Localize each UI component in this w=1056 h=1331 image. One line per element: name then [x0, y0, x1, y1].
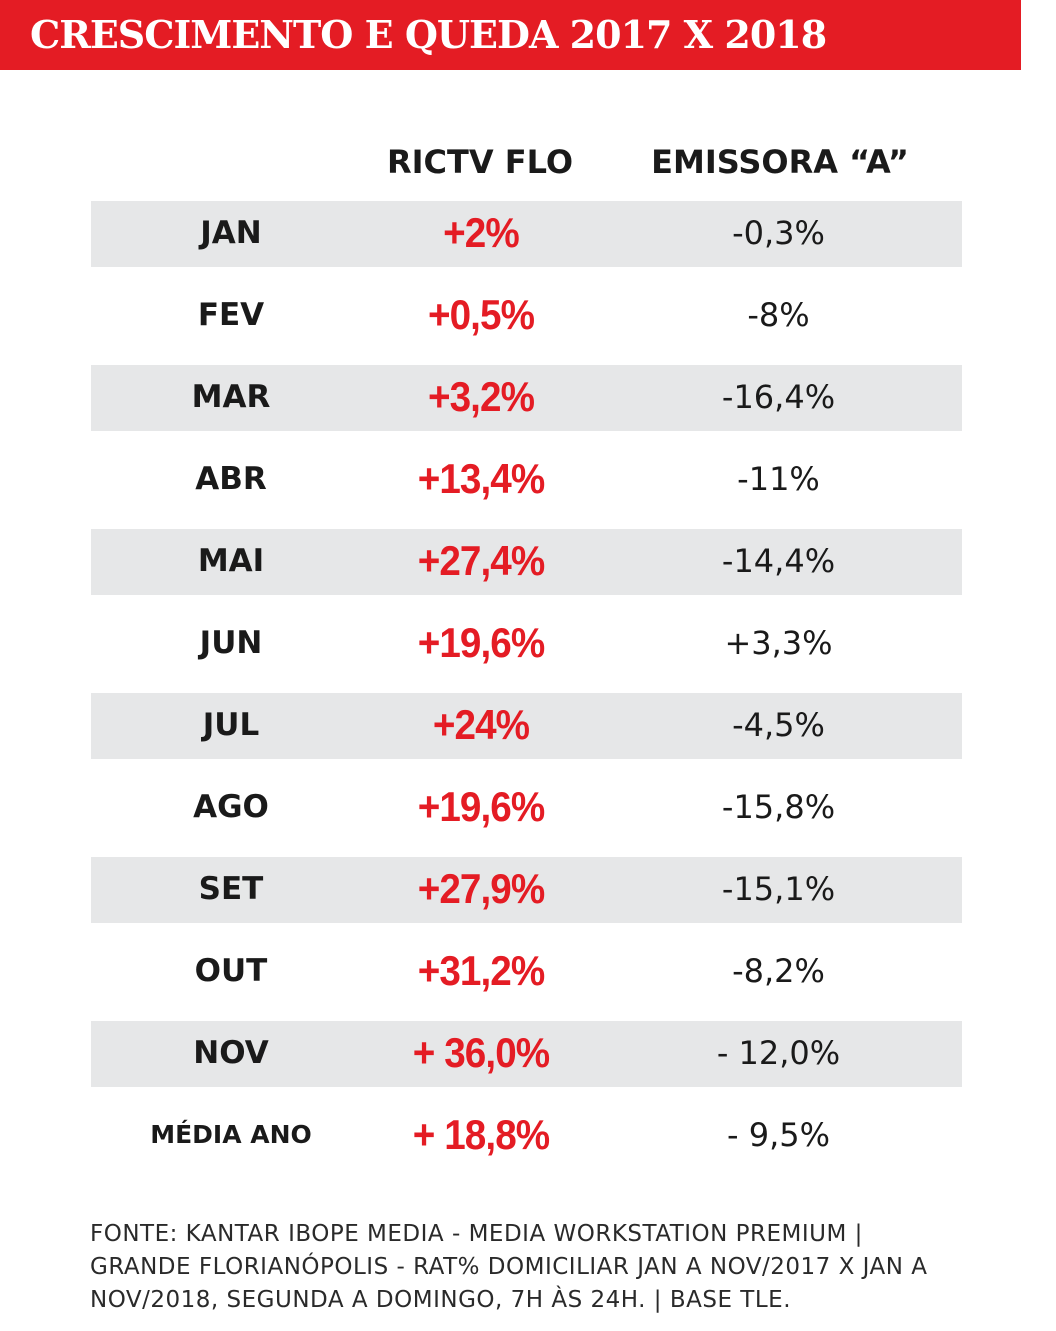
table-row: OUT +31,2% -8,2%	[91, 939, 962, 1005]
table-row-average: MÉDIA ANO + 18,8% - 9,5%	[91, 1103, 962, 1169]
footnote-line: FONTE: KANTAR IBOPE MEDIA - MEDIA WORKST…	[90, 1221, 863, 1247]
column-header-rictv: RICTV FLO	[386, 143, 574, 181]
rictv-value: +13,4%	[417, 455, 546, 502]
emissora-value: -8%	[747, 296, 810, 334]
emissora-value: +3,3%	[724, 624, 833, 662]
page-title: CRESCIMENTO E QUEDA 2017 X 2018	[30, 12, 827, 57]
month-label: OUT	[194, 953, 268, 989]
table-row: JAN +2% -0,3%	[91, 201, 962, 267]
month-label: JAN	[200, 215, 262, 251]
rictv-value: + 36,0%	[412, 1029, 550, 1076]
rictv-value: +19,6%	[417, 619, 546, 666]
rictv-value: +27,9%	[417, 865, 546, 912]
rictv-value: +24%	[432, 701, 530, 748]
month-label: NOV	[193, 1035, 269, 1071]
month-label: SET	[198, 871, 264, 907]
footnote-line: GRANDE FLORIANÓPOLIS - RAT% DOMICILIAR J…	[90, 1254, 928, 1280]
month-label: JUL	[202, 707, 260, 743]
rictv-value: +0,5%	[427, 291, 535, 338]
month-label: AGO	[193, 789, 269, 825]
month-label: ABR	[195, 461, 267, 497]
month-label: FEV	[197, 297, 265, 333]
average-label: MÉDIA ANO	[150, 1120, 312, 1149]
month-label: MAR	[191, 379, 271, 415]
emissora-value: -15,1%	[721, 870, 836, 908]
emissora-value: -0,3%	[732, 214, 825, 252]
emissora-value: -15,8%	[721, 788, 836, 826]
month-label: MAI	[197, 543, 265, 579]
rictv-value: +2%	[443, 209, 520, 256]
comparison-table: JAN +2% -0,3% FEV +0,5% -8% MAR +3,2% -1…	[91, 201, 962, 1169]
emissora-value: - 12,0%	[716, 1034, 841, 1072]
table-row: JUL +24% -4,5%	[91, 693, 962, 759]
table-row: MAR +3,2% -16,4%	[91, 365, 962, 431]
emissora-value: -16,4%	[721, 378, 836, 416]
emissora-average-value: - 9,5%	[726, 1116, 830, 1154]
emissora-value: -11%	[737, 460, 820, 498]
footnote-line: NOV/2018, SEGUNDA A DOMINGO, 7H ÀS 24H. …	[90, 1287, 792, 1313]
month-label: JUN	[199, 625, 263, 661]
source-footnote: FONTE: KANTAR IBOPE MEDIA - MEDIA WORKST…	[90, 1218, 1010, 1317]
emissora-value: -14,4%	[721, 542, 836, 580]
rictv-value: +19,6%	[417, 783, 546, 830]
title-bar: CRESCIMENTO E QUEDA 2017 X 2018	[0, 0, 1021, 70]
table-row: SET +27,9% -15,1%	[91, 857, 962, 923]
rictv-value: +3,2%	[427, 373, 535, 420]
column-header-emissora: EMISSORA “A”	[651, 143, 909, 181]
rictv-value: +31,2%	[417, 947, 546, 994]
table-row: AGO +19,6% -15,8%	[91, 775, 962, 841]
rictv-average-value: + 18,8%	[412, 1111, 550, 1158]
emissora-value: -4,5%	[732, 706, 825, 744]
table-row: MAI +27,4% -14,4%	[91, 529, 962, 595]
table-row: FEV +0,5% -8%	[91, 283, 962, 349]
table-row: NOV + 36,0% - 12,0%	[91, 1021, 962, 1087]
table-row: JUN +19,6% +3,3%	[91, 611, 962, 677]
rictv-value: +27,4%	[417, 537, 546, 584]
table-row: ABR +13,4% -11%	[91, 447, 962, 513]
emissora-value: -8,2%	[732, 952, 825, 990]
